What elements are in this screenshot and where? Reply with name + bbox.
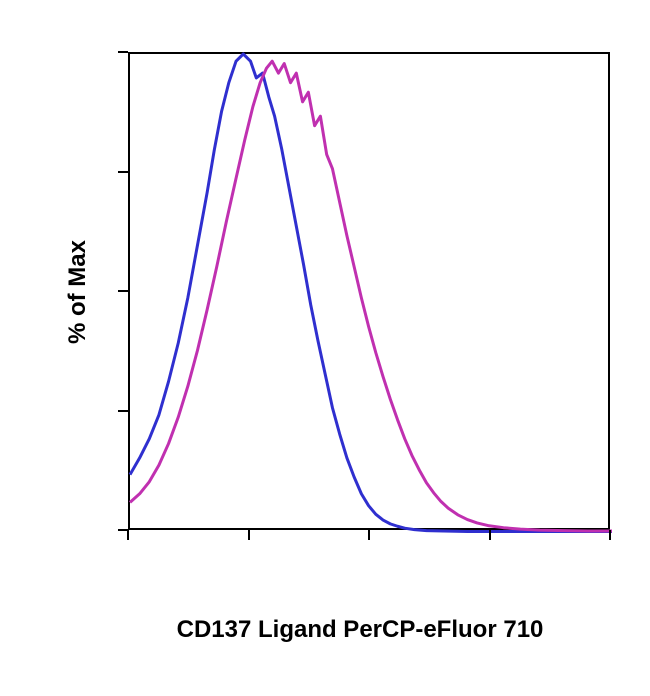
y-tick (118, 51, 128, 53)
histogram-isotype-control (130, 54, 612, 532)
x-tick (368, 530, 370, 540)
figure-container: % of Max CD137 Ligand PerCP-eFluor 710 (0, 0, 650, 696)
histogram-svg (130, 54, 612, 532)
x-tick (609, 530, 611, 540)
y-tick (118, 290, 128, 292)
plot-area (128, 52, 610, 530)
y-axis-label: % of Max (64, 192, 92, 392)
y-tick (118, 410, 128, 412)
x-tick (489, 530, 491, 540)
histogram-cd137l-stained (130, 61, 612, 531)
y-tick (118, 529, 128, 531)
x-axis-label: CD137 Ligand PerCP-eFluor 710 (100, 616, 620, 644)
x-tick (127, 530, 129, 540)
x-tick (248, 530, 250, 540)
y-tick (118, 171, 128, 173)
